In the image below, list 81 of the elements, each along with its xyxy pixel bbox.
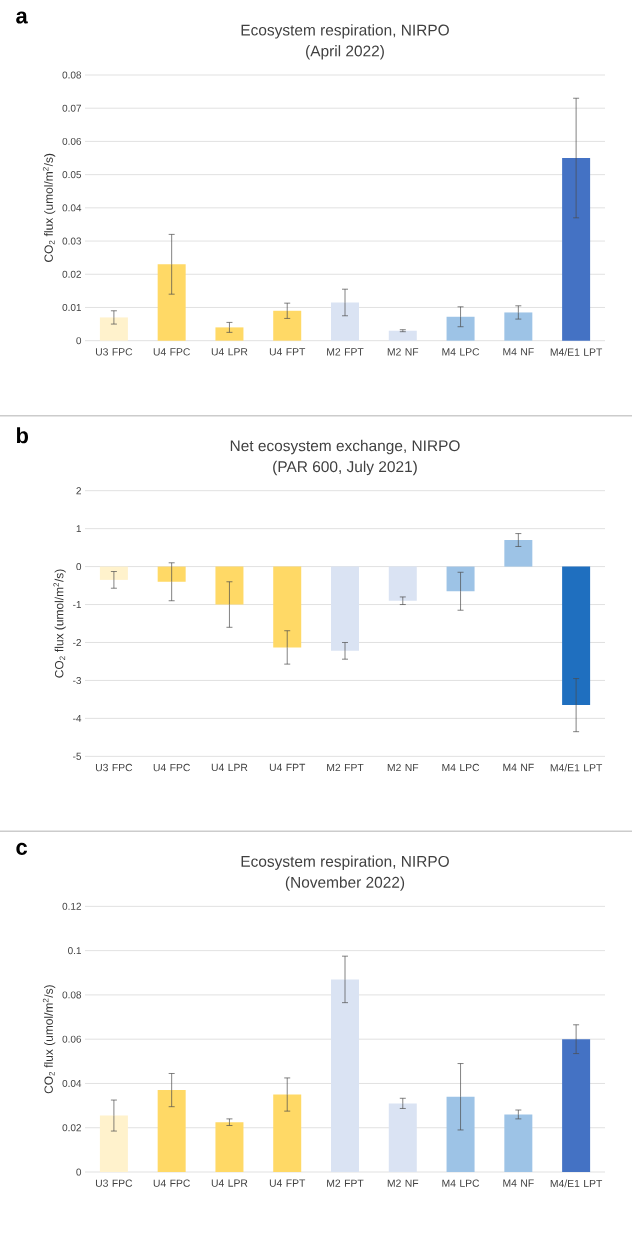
x-tick-label: U4 LPR <box>211 763 248 772</box>
bar <box>446 1096 475 1173</box>
x-tick-label: M4 LPC <box>442 1179 480 1187</box>
x-tick-label: M4 NF <box>503 348 534 356</box>
x-tick-label: M2 FPT <box>327 1179 364 1187</box>
bar <box>99 317 128 341</box>
x-tick-label: M2 FPT <box>327 763 364 772</box>
chart-title: Ecosystem respiration, NIRPO <box>241 855 449 870</box>
x-tick-label: U4 FPC <box>153 1179 190 1187</box>
text: a <box>16 11 28 24</box>
bar <box>388 330 417 341</box>
x-tick-label: M4 NF <box>503 1179 534 1187</box>
x-tick-label: M4 NF <box>503 763 534 771</box>
y-tick-label: -2 <box>73 639 81 646</box>
bar <box>215 1122 244 1173</box>
x-tick-label: M2 FPT <box>327 348 364 356</box>
y-tick-label: 0 <box>76 1168 82 1176</box>
x-tick-label: M4/E1 LPT <box>550 1179 603 1188</box>
y-tick-label: 0.03 <box>62 237 82 245</box>
chart-subtitle: (April 2022) <box>306 45 384 60</box>
y-tick-label: 0.06 <box>62 1035 82 1043</box>
y-tick-label: -3 <box>73 676 82 684</box>
y-tick-label: 1 <box>76 525 81 533</box>
y-tick-label: 0.12 <box>62 902 81 910</box>
y-axis-title: CO$_{2}$ flux (umol/m$^{2}$/s) <box>42 985 56 1094</box>
y-tick-label: -1 <box>73 601 81 608</box>
y-tick-label: 0 <box>76 337 82 345</box>
y-tick-label: 0.08 <box>62 991 82 999</box>
y-tick-label: 0.02 <box>62 1124 81 1132</box>
y-axis-title: CO$_{2}$ flux (umol/m$^{2}$/s) <box>53 569 66 678</box>
x-tick-label: M4 LPC <box>442 348 480 356</box>
y-tick-label: 0.04 <box>62 204 82 212</box>
x-tick-label: U4 FPT <box>269 1179 306 1187</box>
y-tick-label: 0.04 <box>62 1079 82 1087</box>
x-tick-label: M4 LPC <box>442 763 480 772</box>
x-tick-label: U3 FPC <box>95 763 133 772</box>
x-tick-label: U4 LPR <box>211 1179 248 1187</box>
x-tick-label: M2 NF <box>387 763 419 772</box>
chart-title: Net ecosystem exchange, NIRPO <box>230 439 460 455</box>
y-tick-label: 0.01 <box>62 303 81 311</box>
x-tick-label: M4/E1 LPT <box>550 763 603 772</box>
x-tick-label: U4 LPR <box>211 348 248 356</box>
x-tick-label: U4 FPT <box>269 348 306 356</box>
chart-title: Ecosystem respiration, NIRPO <box>241 24 449 39</box>
y-tick-label: 2 <box>76 487 81 495</box>
bar <box>273 310 302 341</box>
x-tick-label: M2 NF <box>387 1179 419 1187</box>
y-tick-label: 0 <box>76 563 82 571</box>
bar <box>157 264 186 341</box>
text: b <box>16 427 28 444</box>
x-tick-label: U3 FPC <box>95 1179 133 1187</box>
bar <box>99 1115 128 1173</box>
x-tick-label: U4 FPC <box>153 348 190 356</box>
x-tick-label: U3 FPC <box>95 348 133 356</box>
y-tick-label: 0.05 <box>62 171 82 179</box>
chart-subtitle: (PAR 600, July 2021) <box>273 460 417 476</box>
bar <box>562 1039 591 1173</box>
text: c <box>16 842 28 855</box>
x-tick-label: U4 FPC <box>153 763 190 772</box>
bar <box>504 312 533 341</box>
y-tick-label: -5 <box>73 752 82 760</box>
bar <box>504 1114 533 1173</box>
x-tick-label: M2 NF <box>387 348 419 356</box>
bar <box>331 979 359 1173</box>
x-tick-label: M4/E1 LPT <box>550 348 603 356</box>
bar <box>215 327 244 341</box>
y-tick-label: 0.06 <box>62 137 82 145</box>
bar <box>562 158 591 341</box>
y-tick-label: -4 <box>73 714 82 722</box>
y-tick-label: 0.02 <box>62 270 81 278</box>
bar <box>331 302 359 341</box>
y-tick-label: 0.1 <box>68 947 81 955</box>
chart-subtitle: (November 2022) <box>285 876 405 891</box>
bar <box>446 316 475 341</box>
bar <box>273 1094 302 1173</box>
bar <box>388 1103 417 1173</box>
y-tick-label: 0.08 <box>62 71 82 79</box>
y-tick-label: 0.07 <box>62 104 81 112</box>
x-tick-label: U4 FPT <box>269 763 306 772</box>
y-axis-title: CO$_{2}$ flux (umol/m$^{2}$/s) <box>42 153 56 262</box>
bar <box>157 1090 186 1173</box>
